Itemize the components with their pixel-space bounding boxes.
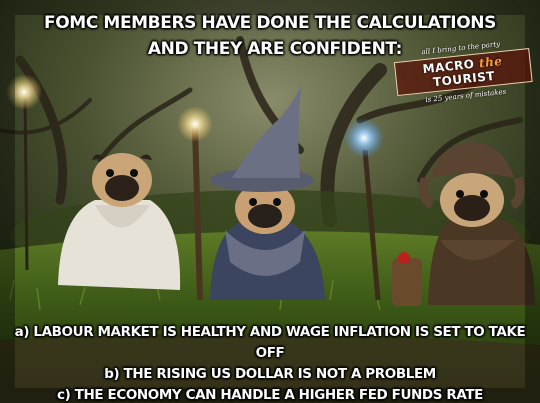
statement-c: c) THE ECONOMY CAN HANDLE A HIGHER FED F… [57,387,483,403]
headline-line-2: AND THEY ARE CONFIDENT: [147,39,403,59]
pug-fur-hat [392,142,535,306]
macro-tourist-logo: all I bring to the party MACRO the TOURI… [393,37,536,121]
statement-b: b) THE RISING US DOLLAR IS NOT A PROBLEM [104,366,436,382]
headline: FOMC MEMBERS HAVE DONE THE CALCULATIONS … [0,10,540,62]
statement-a: a) LABOUR MARKET IS HEALTHY AND WAGE INF… [14,324,526,361]
statements: a) LABOUR MARKET IS HEALTHY AND WAGE INF… [0,322,540,403]
logo-brand-mid: the [478,53,504,71]
pug-wizard [210,84,325,300]
pug-white-robe [58,153,181,290]
headline-line-1: FOMC MEMBERS HAVE DONE THE CALCULATIONS [44,13,496,33]
